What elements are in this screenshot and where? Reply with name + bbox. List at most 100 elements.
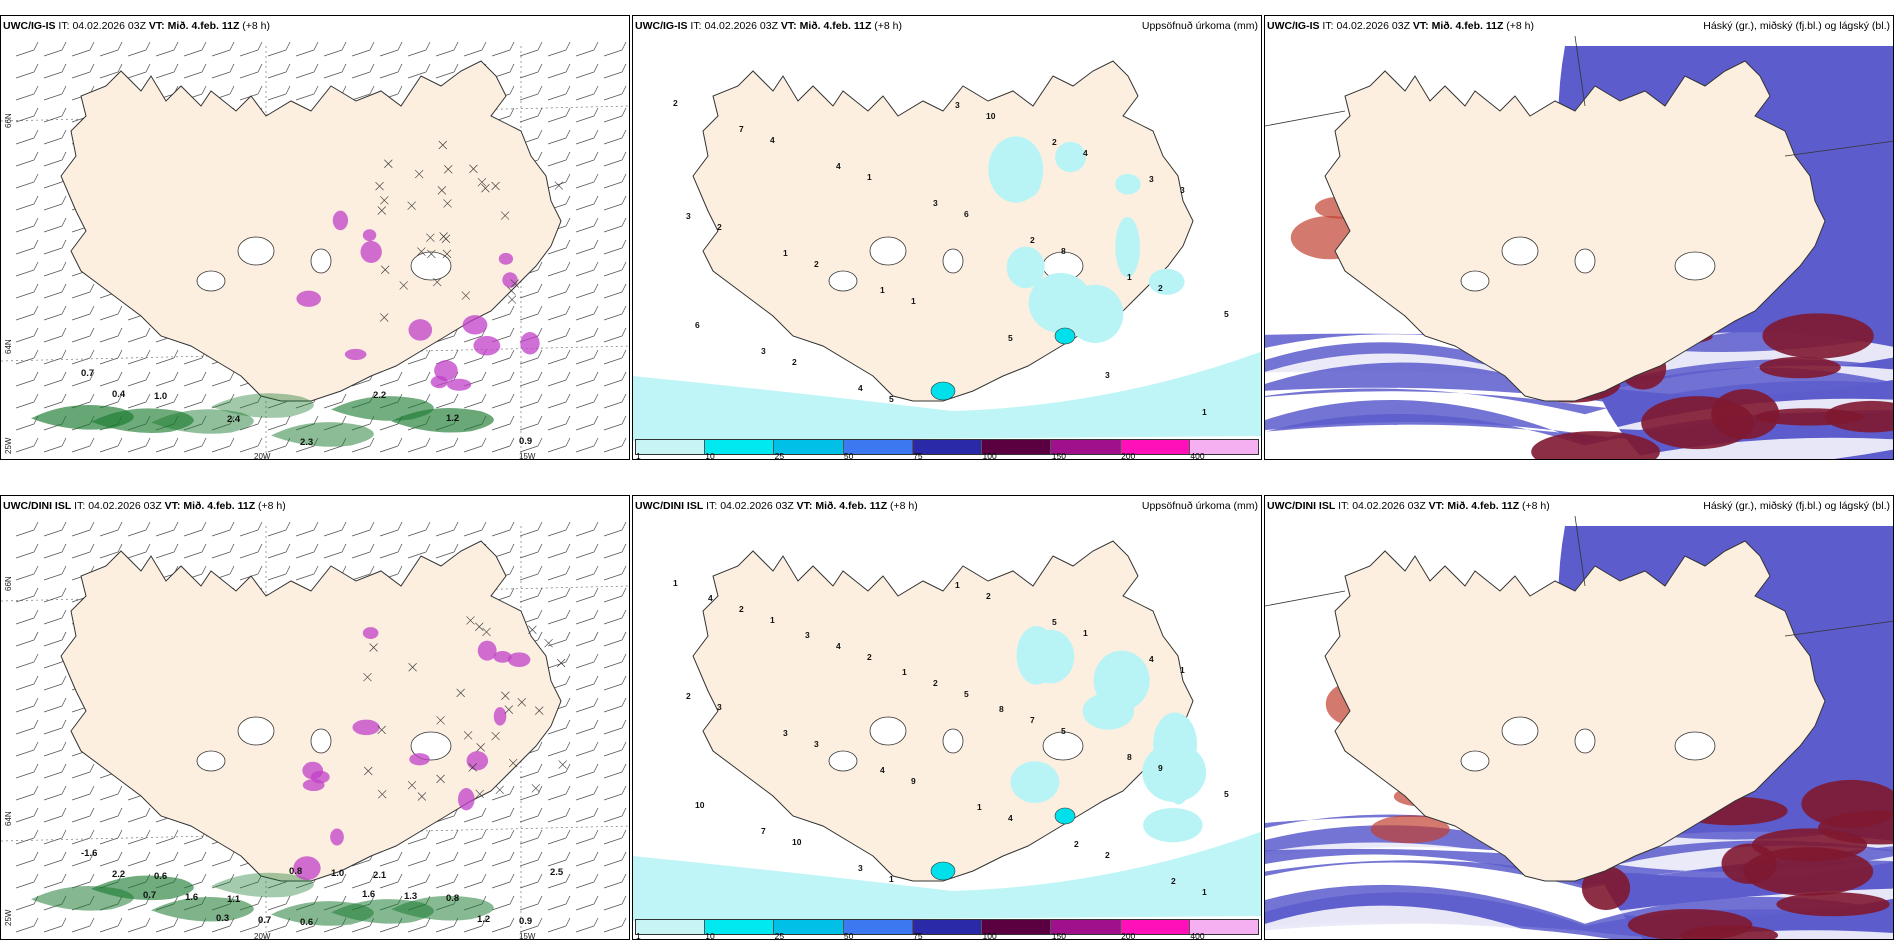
value-label: 2 bbox=[717, 222, 722, 232]
panel-title: UWC/IG-IS IT: 04.02.2026 03Z VT: Mið. 4.… bbox=[3, 20, 271, 32]
value-label: 3 bbox=[933, 198, 938, 208]
value-label: 6 bbox=[695, 320, 700, 330]
glaciers bbox=[828, 716, 1084, 772]
value-label: 3 bbox=[858, 863, 863, 873]
panel-igis-wind[interactable]: UWC/IG-IS IT: 04.02.2026 03Z VT: Mið. 4.… bbox=[0, 15, 630, 460]
value-label: 2 bbox=[1158, 283, 1163, 293]
colorbar-swatch bbox=[1120, 440, 1190, 454]
colorbar-swatch bbox=[1189, 920, 1258, 934]
colorbar-swatch bbox=[843, 440, 913, 454]
colorbar-swatch bbox=[912, 440, 983, 454]
value-label: 1.2 bbox=[477, 914, 490, 925]
colorbar-tick: 25 bbox=[774, 931, 785, 940]
value-label: 8 bbox=[1127, 752, 1132, 762]
colorbar-swatch bbox=[1189, 440, 1258, 454]
value-label: 5 bbox=[1224, 789, 1229, 799]
colorbar-tick: 100 bbox=[982, 931, 997, 940]
lon-label-15: 15W bbox=[519, 932, 536, 940]
colorbar-tick: 75 bbox=[913, 931, 923, 940]
value-label: 2.3 bbox=[300, 437, 313, 448]
value-label: 2.5 bbox=[550, 867, 564, 878]
value-label: 10 bbox=[986, 111, 996, 121]
iceland-landmass bbox=[60, 60, 562, 402]
panel-subtitle: Háský (gr.), miðský (fj.bl.) og lágský (… bbox=[1703, 20, 1890, 32]
value-label: 3 bbox=[761, 346, 766, 356]
value-label: 4 bbox=[836, 641, 841, 651]
value-label: 0.4 bbox=[112, 389, 126, 400]
lat-label-64: 64N bbox=[4, 811, 13, 826]
colorbar-swatch bbox=[774, 920, 844, 934]
value-label: 9 bbox=[911, 776, 916, 786]
value-label: 2 bbox=[1030, 235, 1035, 245]
panel-dini-clouds[interactable]: UWC/DINI ISL IT: 04.02.2026 03Z VT: Mið.… bbox=[1264, 495, 1894, 940]
value-label: 0.9 bbox=[519, 916, 532, 927]
map-wind: 0.7 1.0 2.4 2.3 2.2 1.2 0.9 0.4 bbox=[1, 41, 629, 459]
outline-lines bbox=[1265, 35, 1893, 157]
value-label: 4 bbox=[1149, 654, 1154, 664]
value-label: 1 bbox=[955, 580, 960, 590]
colorbar-tick: 25 bbox=[774, 451, 785, 460]
lat-label-66: 66N bbox=[4, 113, 13, 128]
colorbar-tick: 10 bbox=[705, 451, 715, 460]
colorbar-swatch bbox=[636, 440, 706, 454]
value-label: 3 bbox=[805, 630, 810, 640]
panel-title: UWC/DINI ISL IT: 04.02.2026 03Z VT: Mið.… bbox=[635, 500, 918, 512]
value-label: 1 bbox=[1202, 407, 1207, 417]
value-label: 4 bbox=[836, 161, 841, 171]
colorbar-swatch bbox=[705, 920, 775, 934]
map-precip: 2 4 1 6 8 2 6 2 5 10 4 3 2 2 1 5 3 1 7 4 3 2 1 5 3 4 3 2 3 3 1 1 bbox=[633, 60, 1261, 441]
colorbar-tick: 10 bbox=[705, 931, 715, 940]
value-label: 2 bbox=[1052, 137, 1057, 147]
panel-subtitle: Háský (gr.), miðský (fj.bl.) og lágský (… bbox=[1703, 500, 1890, 512]
value-label: 2.2 bbox=[373, 390, 386, 401]
value-label: 1 bbox=[673, 578, 678, 588]
value-label: 4 bbox=[858, 383, 863, 393]
colorbar-tick: 400 bbox=[1190, 931, 1205, 940]
value-label: 0.8 bbox=[289, 866, 302, 877]
value-label: 4 bbox=[1083, 148, 1088, 158]
value-label: 7 bbox=[1030, 715, 1035, 725]
value-label: 7 bbox=[739, 124, 744, 134]
lon-label-25: 25W bbox=[4, 909, 13, 926]
value-label: 2 bbox=[686, 691, 691, 701]
value-label: 1.0 bbox=[154, 391, 167, 402]
panel-igis-precip[interactable]: UWC/IG-IS IT: 04.02.2026 03Z VT: Mið. 4.… bbox=[632, 15, 1262, 460]
iceland-landmass bbox=[60, 540, 562, 882]
colorbar-swatch bbox=[774, 440, 844, 454]
snow-hatching bbox=[363, 616, 567, 801]
value-label: 2 bbox=[1171, 876, 1176, 886]
panel-dini-precip[interactable]: UWC/DINI ISL IT: 04.02.2026 03Z VT: Mið.… bbox=[632, 495, 1262, 940]
value-label: 2.2 bbox=[112, 869, 125, 880]
value-label: 1 bbox=[1202, 887, 1207, 897]
value-label: 10 bbox=[792, 837, 802, 847]
value-label: 3 bbox=[1149, 174, 1154, 184]
value-label: 9 bbox=[1158, 763, 1163, 773]
value-label: 7 bbox=[761, 826, 766, 836]
glaciers bbox=[1460, 236, 1716, 292]
panel-igis-clouds[interactable]: UWC/IG-IS IT: 04.02.2026 03Z VT: Mið. 4.… bbox=[1264, 15, 1894, 460]
value-label: 0.7 bbox=[258, 915, 271, 926]
value-labels: 1 1 2 5 5 9 10 10 1 2 1 1 3 3 9 4 2 1 2 4 2 7 8 5 7 3 1 5 4 2 3 4 1 2 2 4 3 1… bbox=[673, 578, 1229, 897]
value-label: 3 bbox=[783, 728, 788, 738]
lon-label-15: 15W bbox=[519, 452, 536, 460]
lon-label-25: 25W bbox=[4, 437, 13, 454]
value-label: 5 bbox=[1061, 726, 1066, 736]
lat-label-64: 64N bbox=[4, 339, 13, 354]
lon-label-20: 20W bbox=[254, 932, 271, 940]
precip-shading bbox=[31, 627, 531, 926]
colorbar-tick: 150 bbox=[1051, 451, 1066, 460]
value-label: 1 bbox=[867, 172, 872, 182]
value-label: 3 bbox=[717, 702, 722, 712]
value-label: 0.7 bbox=[81, 368, 94, 379]
value-label: 5 bbox=[964, 689, 969, 699]
colorbar-tick: 200 bbox=[1121, 451, 1136, 460]
value-labels: -1.6 0.6 1.1 0.6 2.1 0.8 0.9 2.2 1.6 0.7 1.0 1.3 1.2… bbox=[81, 848, 564, 928]
colorbar-tick: 200 bbox=[1121, 931, 1136, 940]
map-clouds bbox=[1265, 496, 1893, 939]
value-label: 1 bbox=[977, 802, 982, 812]
colorbar-tick: 50 bbox=[843, 451, 854, 460]
value-label: 1 bbox=[902, 667, 907, 677]
panel-dini-wind[interactable]: UWC/DINI ISL IT: 04.02.2026 03Z VT: Mið.… bbox=[0, 495, 630, 940]
colorbar-tick: 100 bbox=[982, 451, 997, 460]
value-label: 5 bbox=[1052, 617, 1057, 627]
